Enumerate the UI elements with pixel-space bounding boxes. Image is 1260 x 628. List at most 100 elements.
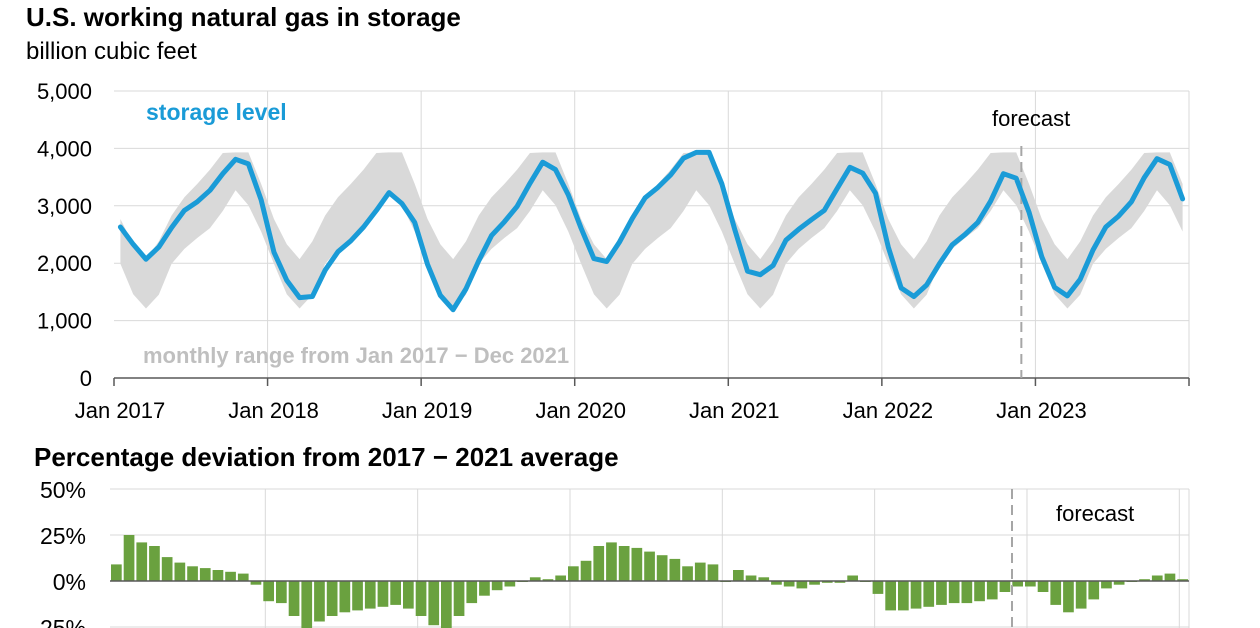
deviation-bar	[174, 562, 186, 581]
deviation-bar	[809, 581, 820, 585]
deviation-bar	[1012, 581, 1023, 587]
deviation-bar	[339, 581, 351, 613]
deviation-bar	[364, 581, 376, 609]
deviation-bar	[390, 581, 401, 605]
deviation-bar	[136, 542, 148, 581]
deviation-bar	[542, 579, 554, 581]
deviation-bar	[606, 542, 617, 581]
y-tick-label: 0	[80, 366, 92, 391]
deviation-bar	[1050, 581, 1062, 605]
deviation-bar	[593, 546, 605, 581]
deviation-bar	[936, 581, 947, 605]
deviation-bar	[326, 581, 338, 616]
y-tick-label: 50%	[40, 477, 86, 503]
chart-subtitle: billion cubic feet	[26, 38, 197, 65]
deviation-bar	[491, 581, 503, 591]
deviation-bar	[479, 581, 490, 596]
x-tick-label: Jan 2018	[228, 398, 319, 423]
storage-chart: 0 1,000 2,000 3,000 4,000 5,000 Jan 2017 Jan 20…	[37, 79, 1190, 423]
deviation-bar	[644, 551, 655, 581]
deviation-bar	[403, 581, 414, 609]
deviation-bar	[555, 575, 566, 581]
deviation-bar	[694, 562, 706, 581]
deviation-bar	[1037, 581, 1049, 592]
forecast-label: forecast	[1056, 501, 1134, 526]
y-tick-label: -25%	[32, 615, 86, 628]
deviation-bar	[250, 581, 262, 585]
series-label-storage-level: storage level	[146, 99, 287, 125]
y-tick-label: 5,000	[37, 79, 92, 104]
deviation-bar	[682, 566, 693, 581]
deviation-bar	[885, 581, 896, 611]
x-tick-label: Jan 2020	[535, 398, 626, 423]
storage-level-line	[117, 149, 1186, 313]
deviation-bar	[453, 581, 465, 616]
y-tick-label: 1,000	[37, 309, 92, 334]
deviation-bar	[745, 575, 757, 581]
deviation-bar	[288, 581, 300, 616]
deviation-bar	[1113, 581, 1125, 585]
y-tick-label: 2,000	[37, 251, 92, 276]
deviation-bar	[974, 581, 985, 602]
deviation-bar	[314, 581, 325, 622]
deviation-bar	[225, 571, 236, 581]
deviation-bar	[580, 560, 592, 581]
deviation-bar	[237, 573, 249, 581]
deviation-bar	[771, 581, 782, 585]
deviation-bar	[377, 581, 389, 607]
deviation-bar	[212, 570, 224, 581]
deviation-bar	[1139, 579, 1150, 581]
deviation-bar	[466, 581, 478, 604]
deviation-bar	[796, 581, 808, 589]
deviation-bar	[415, 581, 427, 616]
y-tick-label: 3,000	[37, 194, 92, 219]
range-band-label: monthly range from Jan 2017 − Dec 2021	[143, 343, 569, 368]
deviation-bar	[161, 557, 173, 581]
deviation-bar	[783, 581, 795, 587]
deviation-bar	[999, 581, 1011, 592]
deviation-bar	[986, 581, 998, 600]
deviation-bar	[656, 555, 668, 581]
deviation-bar	[263, 581, 274, 602]
deviation-bar	[618, 546, 630, 581]
deviation-bar	[923, 581, 935, 607]
deviation-bar	[821, 581, 833, 583]
x-tick-label: Jan 2023	[996, 398, 1087, 423]
deviation-bar	[898, 581, 909, 611]
deviation-bar	[1063, 581, 1074, 613]
deviation-bar	[1101, 581, 1112, 589]
deviation-bar	[758, 577, 770, 581]
x-tick-label: Jan 2021	[689, 398, 780, 423]
y-tick-label: 4,000	[37, 136, 92, 161]
deviation-bar	[504, 581, 516, 587]
x-tick-label: Jan 2022	[843, 398, 934, 423]
deviation-bar	[123, 535, 135, 581]
deviation-bar	[1164, 573, 1176, 581]
deviation-bar	[1075, 581, 1087, 609]
deviation-bar	[910, 581, 922, 609]
deviation-bar	[669, 558, 681, 581]
forecast-label: forecast	[992, 106, 1070, 131]
deviation-bar	[961, 581, 973, 604]
range-band-area	[120, 152, 1183, 309]
deviation-bar	[199, 568, 211, 581]
deviation-bar	[441, 581, 452, 628]
deviation-bar	[872, 581, 884, 594]
deviation-bar	[847, 575, 858, 581]
deviation-bar	[948, 581, 960, 604]
deviation-bar	[1151, 575, 1163, 581]
deviation-bar	[428, 581, 440, 626]
y-tick-label: 25%	[40, 523, 86, 549]
deviation-bar	[111, 564, 122, 581]
y-tick-label: 0%	[53, 569, 86, 595]
deviation-bar	[276, 581, 287, 604]
chart-title: U.S. working natural gas in storage	[26, 2, 461, 32]
deviation-bar	[1177, 579, 1188, 581]
deviation-bar	[834, 581, 846, 583]
x-tick-label: Jan 2019	[382, 398, 473, 423]
deviation-bar	[733, 570, 744, 581]
deviation-chart-title: Percentage deviation from 2017 − 2021 av…	[34, 442, 619, 472]
deviation-bar	[149, 546, 160, 581]
deviation-bar	[187, 566, 198, 581]
